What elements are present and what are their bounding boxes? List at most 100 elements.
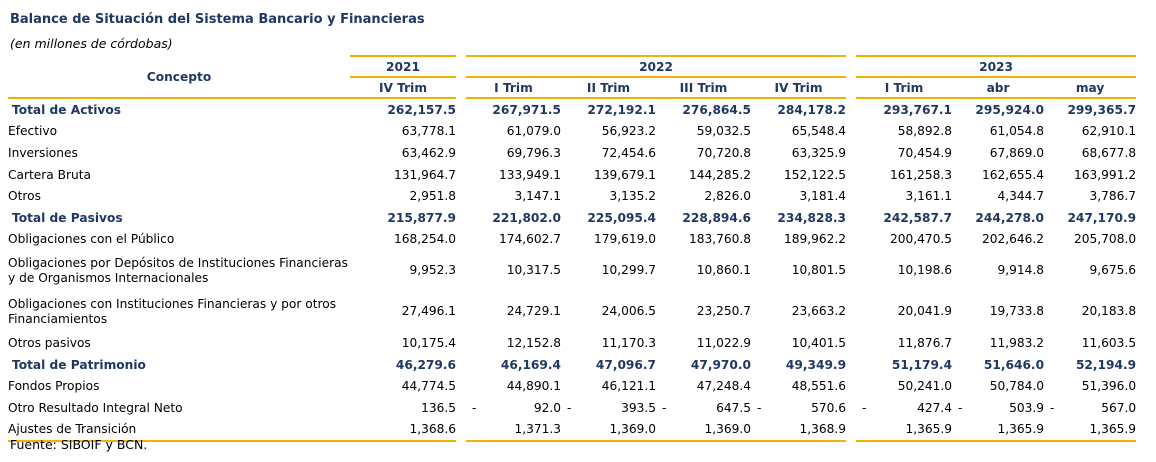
period-header: I Trim (856, 77, 953, 99)
value-cell: 174,602.7 (498, 232, 561, 247)
negative-sign: - (862, 400, 867, 415)
value-cell: 225,095.4 (587, 210, 656, 225)
value-cell: 9,675.6 (1089, 263, 1137, 278)
column-gap (456, 354, 466, 376)
year-header-2023: 2023 (856, 55, 1137, 78)
value-cell: 2,826.0 (704, 189, 751, 204)
table-row: Total de Pasivos 215,877.9 221,802.0 225,09… (8, 207, 1136, 229)
row-label: Cartera Bruta (8, 167, 91, 182)
row-label: Obligaciones por Depósitos de Institucio… (8, 255, 348, 285)
value-cell: 136.5 (421, 400, 456, 415)
row-label: Obligaciones con Instituciones Financier… (8, 296, 337, 326)
value-cell: 9,952.3 (409, 263, 456, 278)
column-gap (456, 375, 466, 397)
value-cell: 24,006.5 (601, 304, 656, 319)
value-cell: 63,462.9 (401, 145, 456, 160)
value-cell: - 647.5 (656, 397, 751, 419)
period-header: abr (952, 77, 1045, 99)
period-header: may (1044, 77, 1137, 99)
value-cell: 3,147.1 (514, 189, 561, 204)
value-cell: 10,175.4 (401, 335, 456, 350)
value-cell: 1,371.3 (466, 418, 561, 443)
value-cell: 162,655.4 (982, 167, 1045, 182)
value-cell: 23,250.7 (696, 304, 751, 319)
table-body: Total de Activos 262,157.5 267,971.5 272,19… (8, 98, 1137, 443)
value-cell: 50,784.0 (989, 379, 1045, 394)
value-cell: 1,365.9 (1044, 418, 1137, 443)
column-gap (846, 185, 856, 207)
value-cell: 65,548.4 (791, 124, 847, 139)
value-cell: 215,877.9 (387, 210, 456, 225)
table-row: Fondos Propios 44,774.5 44,890.1 46,121.1 47… (8, 375, 1136, 397)
value-cell: 1,368.9 (751, 418, 847, 443)
value-cell: - 567.0 (1044, 397, 1136, 419)
value-cell: 139,679.1 (593, 167, 656, 182)
value-cell: 44,890.1 (506, 379, 561, 394)
value-cell: 51,179.4 (891, 357, 953, 372)
value-cell: - 427.4 (856, 397, 952, 419)
value-cell: 47,248.4 (696, 379, 751, 394)
column-gap (456, 121, 466, 143)
row-label: Total de Patrimonio (12, 357, 146, 372)
negative-sign: - (757, 400, 762, 415)
value-cell: 67,869.0 (989, 145, 1045, 160)
column-gap (846, 419, 856, 442)
value-cell: 70,454.9 (897, 145, 953, 160)
value-cell: 27,496.1 (401, 304, 456, 319)
value-cell: 48,551.6 (791, 379, 847, 394)
value-cell: 10,401.5 (791, 335, 847, 350)
value-cell: 163,991.2 (1074, 167, 1137, 182)
column-gap (846, 207, 856, 229)
value-cell: 11,983.2 (989, 335, 1045, 350)
value-cell: 70,720.8 (696, 145, 751, 160)
value-cell: 9,914.8 (997, 263, 1045, 278)
value-cell: 2,951.8 (409, 189, 456, 204)
value-cell: - 570.6 (751, 397, 846, 419)
value-cell: 46,169.4 (500, 357, 561, 372)
value-cell: 267,971.5 (492, 102, 561, 117)
row-label: Otro Resultado Integral Neto (8, 400, 183, 415)
negative-sign: - (567, 400, 572, 415)
value-cell: 51,646.0 (983, 357, 1045, 372)
value-cell: 221,802.0 (492, 210, 561, 225)
value-cell: 61,054.8 (989, 124, 1045, 139)
column-gap (456, 332, 466, 354)
value-cell: 11,876.7 (897, 335, 953, 350)
row-label: Otros pasivos (8, 335, 91, 350)
column-gap (846, 164, 856, 186)
table-row: Total de Patrimonio 46,279.6 46,169.4 47,09… (8, 354, 1136, 376)
value-cell: 133,949.1 (498, 167, 561, 182)
value-cell: 1,365.9 (856, 418, 953, 443)
value-cell: 51,396.0 (1081, 379, 1137, 394)
value-cell: 10,299.7 (601, 263, 656, 278)
value-cell: 68,677.8 (1081, 145, 1137, 160)
value-cell: 144,285.2 (688, 167, 751, 182)
column-gap (456, 98, 466, 121)
row-label: Total de Pasivos (12, 210, 123, 225)
table-row: Total de Activos 262,157.5 267,971.5 272,19… (8, 98, 1136, 121)
column-gap (456, 207, 466, 229)
value-cell: 161,258.3 (890, 167, 953, 182)
value-cell: 284,178.2 (777, 102, 847, 117)
table-row: Efectivo 63,778.1 61,079.0 56,923.2 59,032.5… (8, 121, 1136, 143)
value-cell: 20,041.9 (897, 304, 953, 319)
value-cell: 299,365.7 (1067, 102, 1137, 117)
negative-sign: - (662, 400, 667, 415)
value-cell: 272,192.1 (587, 102, 656, 117)
negative-value: 393.5 (621, 400, 656, 415)
negative-value: 427.4 (917, 400, 953, 415)
value-cell: 50,241.0 (897, 379, 953, 394)
column-gap (846, 229, 856, 251)
negative-value: 570.6 (811, 400, 847, 415)
table-title: Balance de Situación del Sistema Bancari… (10, 12, 425, 27)
table-row: Ajustes de Transición 1,368.6 1,371.3 1,369… (8, 418, 1137, 443)
negative-value: 92.0 (533, 400, 561, 415)
column-gap (846, 332, 856, 354)
table-row: Obligaciones por Depósitos de Institucio… (8, 250, 1136, 291)
value-cell: 179,619.0 (593, 232, 656, 247)
value-cell: 69,796.3 (506, 145, 561, 160)
column-gap (456, 185, 466, 207)
value-cell: 24,729.1 (506, 304, 561, 319)
negative-value: 647.5 (716, 400, 751, 415)
value-cell: 131,964.7 (393, 167, 456, 182)
